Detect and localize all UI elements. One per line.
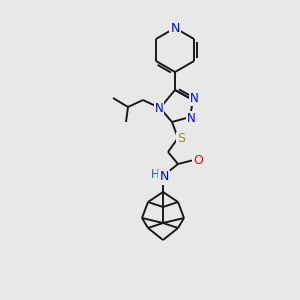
Text: N: N [159,170,169,184]
Text: H: H [151,167,159,181]
Text: N: N [187,112,195,124]
Text: S: S [177,133,185,146]
Text: N: N [154,101,164,115]
Text: N: N [170,22,180,34]
Text: O: O [193,154,203,166]
Text: N: N [190,92,198,106]
